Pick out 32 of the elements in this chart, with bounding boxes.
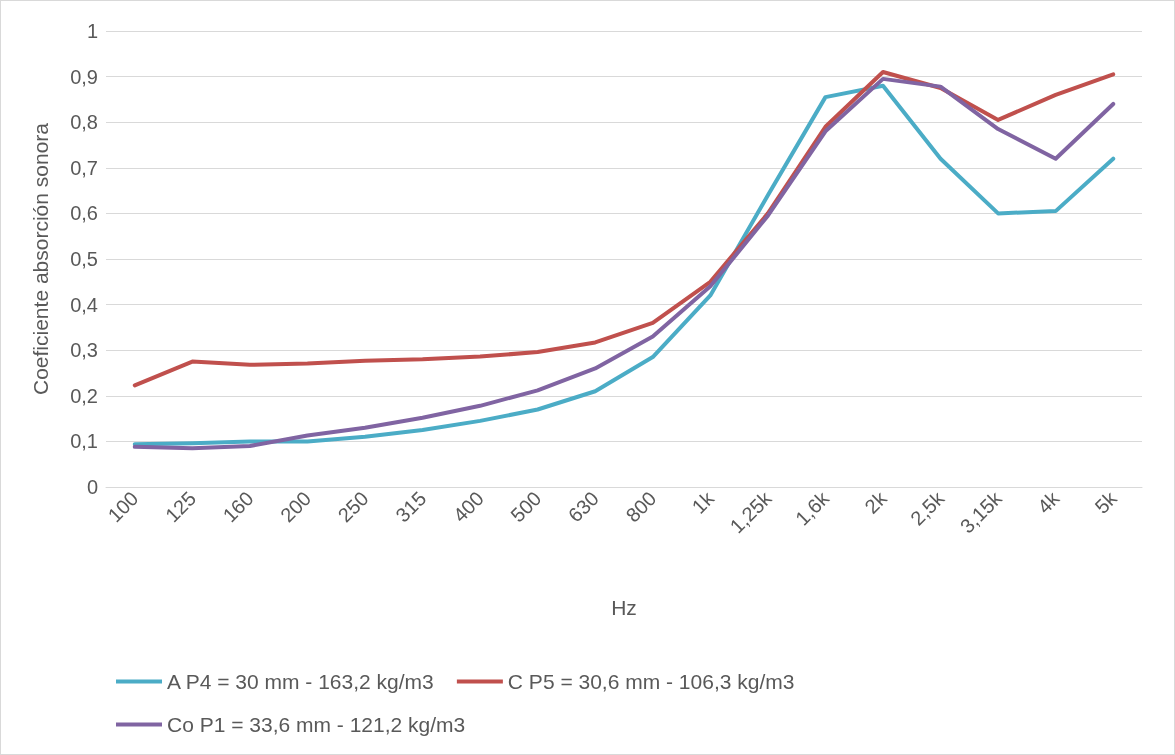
y-tick-label: 0,3 — [70, 339, 98, 362]
x-tick-label: 2,5k — [906, 486, 950, 530]
x-tick-label: 5k — [1090, 486, 1122, 518]
x-tick-label: 1,6k — [790, 486, 834, 530]
x-tick-label: 160 — [218, 487, 258, 527]
y-tick-label: 0,7 — [70, 156, 98, 179]
x-tick-label: 1k — [687, 486, 719, 518]
x-tick-label: 800 — [621, 487, 661, 527]
y-tick-label: 0 — [86, 476, 98, 498]
y-axis-title: Coeficiente absorción sonora — [29, 122, 52, 395]
legend-label: A P4 = 30 mm - 163,2 kg/m3 — [167, 670, 434, 693]
y-tick-label: 0,4 — [70, 293, 98, 316]
y-tick-label: 1 — [86, 20, 98, 42]
y-tick-label: 0,6 — [70, 202, 98, 225]
x-tick-label: 250 — [333, 487, 373, 527]
y-tick-label: 0,1 — [70, 430, 98, 453]
legend-label: C P5 = 30,6 mm - 106,3 kg/m3 — [507, 670, 795, 693]
x-tick-label: 500 — [506, 487, 546, 527]
y-tick-label: 0,5 — [70, 248, 98, 270]
x-tick-label: 315 — [391, 487, 431, 527]
x-tick-label: 400 — [448, 487, 488, 527]
x-tick-label: 125 — [160, 487, 201, 527]
y-tick-label: 0,8 — [70, 111, 98, 134]
x-axis-title: Hz — [611, 596, 637, 619]
x-tick-label: 630 — [563, 487, 603, 527]
x-tick-label: 200 — [276, 487, 316, 527]
y-tick-label: 0,9 — [70, 65, 98, 88]
x-tick-label: 4k — [1032, 486, 1065, 518]
y-tick-label: 0,2 — [70, 384, 98, 407]
x-tick-label: 100 — [103, 487, 143, 527]
legend-label: Co P1 = 33,6 mm - 121,2 kg/m3 — [167, 713, 466, 736]
x-tick-label: 2k — [860, 486, 892, 518]
